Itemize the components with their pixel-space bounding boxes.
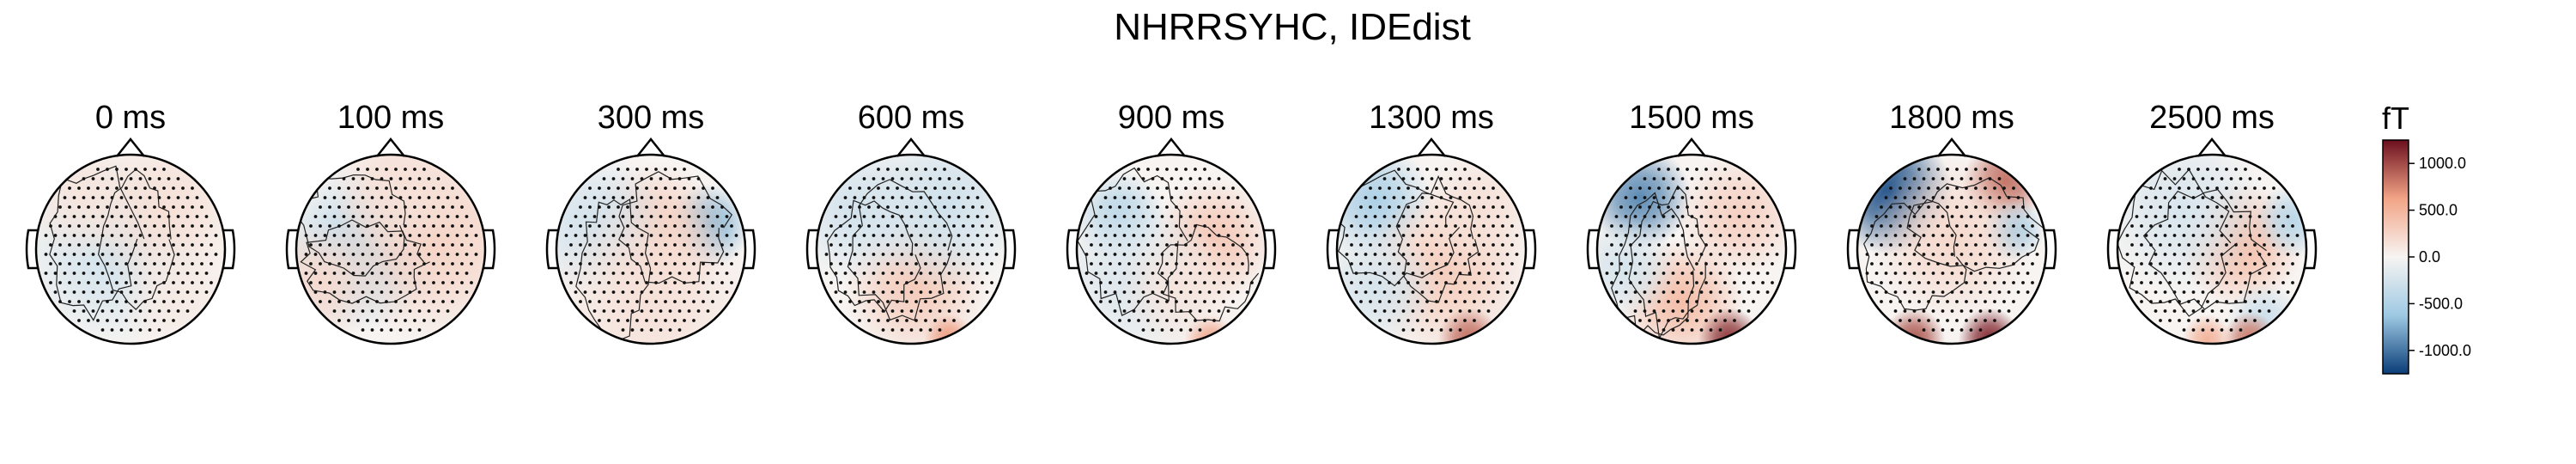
figure-title: NHRRSYHC, IDEdist xyxy=(1114,6,1471,48)
nose-icon xyxy=(1937,137,1966,157)
field-map xyxy=(1597,155,1786,344)
topomap-panel: 300 ms xyxy=(545,100,756,345)
left-ear-icon xyxy=(1066,229,1078,270)
head-outline xyxy=(34,153,227,345)
panel-time-label: 900 ms xyxy=(1118,100,1225,136)
right-ear-icon xyxy=(223,229,236,270)
right-ear-icon xyxy=(2305,229,2318,270)
nose-icon xyxy=(116,137,145,157)
topomap-panel: 100 ms xyxy=(285,100,496,345)
panel-time-label: 1500 ms xyxy=(1629,100,1754,136)
sensor-dots xyxy=(304,168,478,332)
left-ear-icon xyxy=(1846,229,1859,270)
right-ear-icon xyxy=(744,229,756,270)
panel-time-label: 1800 ms xyxy=(1889,100,2014,136)
head-outline xyxy=(1075,153,1267,345)
nose-icon xyxy=(636,137,665,157)
field-map xyxy=(1077,155,1266,344)
head-outline xyxy=(815,153,1007,345)
left-ear-icon xyxy=(805,229,818,270)
panel-time-label: 600 ms xyxy=(858,100,965,136)
panel-time-label: 300 ms xyxy=(598,100,705,136)
sensor-dots xyxy=(1865,168,2039,332)
sensor-dots xyxy=(1605,168,1779,332)
left-ear-icon xyxy=(25,229,38,270)
contour-line xyxy=(1337,169,1479,303)
field-blob xyxy=(1337,224,1437,344)
sensor-dots xyxy=(824,168,999,332)
field-map xyxy=(556,155,745,344)
right-ear-icon xyxy=(1784,229,1797,270)
left-ear-icon xyxy=(1586,229,1599,270)
panel-time-label: 2500 ms xyxy=(2149,100,2275,136)
sensor-dots xyxy=(1084,168,1259,332)
colorbar-tick-label: 0.0 xyxy=(2419,248,2440,266)
field-blob xyxy=(556,197,745,344)
panel-time-label: 1300 ms xyxy=(1369,100,1494,136)
topomap-panel: 1300 ms xyxy=(1326,100,1537,345)
nose-icon xyxy=(376,137,405,157)
contour-line xyxy=(575,171,733,344)
field-blob xyxy=(327,155,473,256)
field-map xyxy=(296,155,485,344)
left-ear-icon xyxy=(545,229,558,270)
field-blob xyxy=(1698,308,1761,344)
colorbar-unit-label: fT xyxy=(2382,101,2409,136)
field-map xyxy=(1337,155,1526,344)
panel-time-label: 100 ms xyxy=(337,100,445,136)
contour-line xyxy=(1611,185,1707,340)
field-blob xyxy=(1868,156,2035,323)
topomap-panel: 900 ms xyxy=(1066,100,1277,345)
topomap-panel: 2500 ms xyxy=(2106,100,2318,345)
field-map xyxy=(817,155,1005,344)
colorbar-gradient xyxy=(2382,139,2409,375)
sensor-dots xyxy=(1345,168,1519,332)
right-ear-icon xyxy=(483,229,496,270)
right-ear-icon xyxy=(1004,229,1017,270)
field-map xyxy=(36,155,225,344)
nose-icon xyxy=(1417,137,1446,157)
colorbar-tick-label: -500.0 xyxy=(2419,295,2463,312)
topomap-panel: 1800 ms xyxy=(1846,100,2057,345)
contour-line xyxy=(49,165,175,321)
colorbar-tick-label: 1000.0 xyxy=(2419,155,2466,172)
panel-time-label: 0 ms xyxy=(95,100,166,136)
head-outline xyxy=(1595,153,1788,345)
left-ear-icon xyxy=(285,229,298,270)
right-ear-icon xyxy=(2044,229,2057,270)
left-ear-icon xyxy=(2106,229,2119,270)
right-ear-icon xyxy=(1264,229,1277,270)
colorbar-tick-label: -1000.0 xyxy=(2419,342,2471,359)
topomap-panels: 0 ms 100 ms 300 ms 600 ms 900 ms 1300 ms 1500 … xyxy=(25,100,2318,345)
head-outline xyxy=(2116,153,2308,345)
nose-icon xyxy=(1677,137,1706,157)
right-ear-icon xyxy=(1524,229,1537,270)
head-outline xyxy=(295,153,487,345)
topomap-panel: 1500 ms xyxy=(1586,100,1797,345)
field-blob xyxy=(1437,308,1501,344)
field-blob xyxy=(2182,314,2233,344)
sensor-dots xyxy=(2125,168,2300,332)
field-blob xyxy=(1118,224,1243,344)
left-ear-icon xyxy=(1326,229,1339,270)
nose-icon xyxy=(896,137,926,157)
head-outline xyxy=(1856,153,2048,345)
nose-icon xyxy=(1157,137,1186,157)
colorbar-tick-label: 500.0 xyxy=(2419,202,2458,219)
field-blob xyxy=(2254,183,2306,259)
field-map xyxy=(1857,155,2046,344)
colorbar: fT 1000.0 500.0 0.0 -500.0 -1000.0 xyxy=(2382,101,2471,375)
topomap-panel: 600 ms xyxy=(805,100,1017,345)
contour-line xyxy=(2117,168,2268,317)
head-outline xyxy=(1335,153,1528,345)
field-map xyxy=(2117,155,2306,344)
sensor-dots xyxy=(564,168,738,332)
contour-line xyxy=(827,179,953,321)
field-blob xyxy=(923,314,975,344)
nose-icon xyxy=(2197,137,2227,157)
sensor-dots xyxy=(44,168,218,332)
head-outline xyxy=(555,153,747,345)
topomap-panel: 0 ms xyxy=(25,100,236,345)
